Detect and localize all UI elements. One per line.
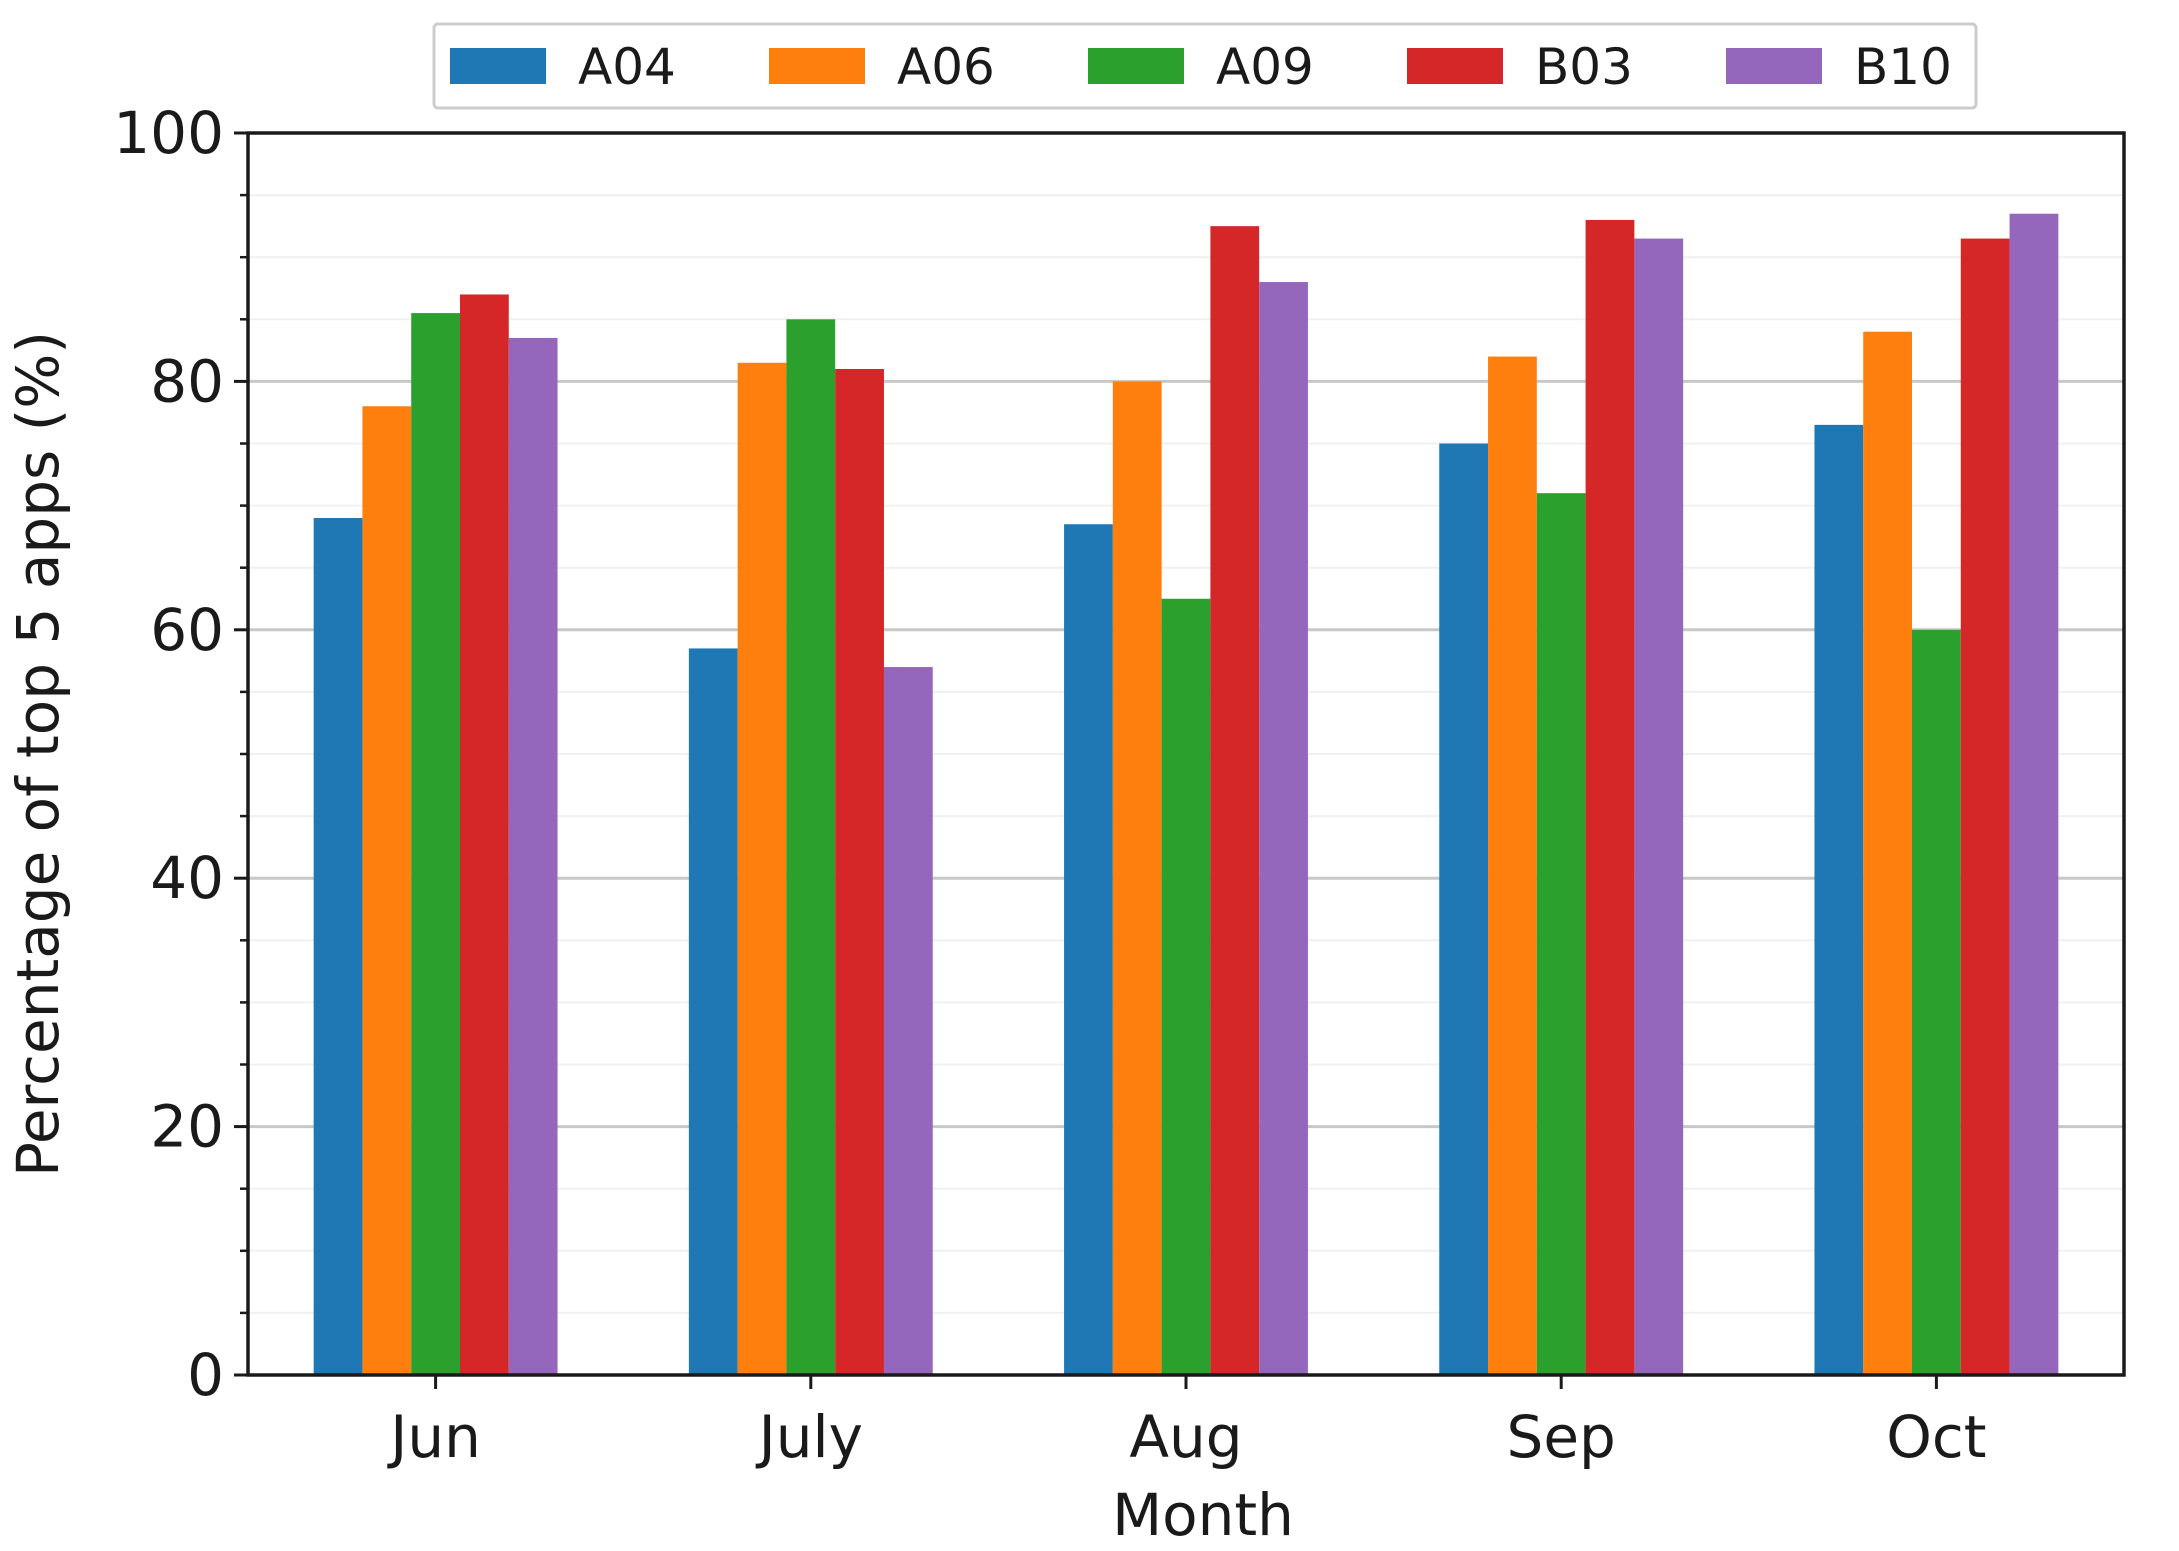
bar-b10-jun <box>508 337 558 1376</box>
legend-label-b03: B03 <box>1535 38 1633 96</box>
y-axis: 0 20 40 60 80 100 <box>113 99 248 1409</box>
bar-a06-aug <box>1112 381 1162 1375</box>
x-tick-label: Oct <box>1886 1403 1986 1471</box>
bar-b03-oct <box>1960 238 2010 1375</box>
bar-a06-jun <box>362 406 412 1375</box>
legend-swatch-b03 <box>1407 48 1503 84</box>
y-tick-label: 60 <box>150 596 224 664</box>
x-tick-label: Jun <box>387 1403 481 1471</box>
bar-a04-sep <box>1439 443 1489 1375</box>
bar-b03-july <box>835 368 884 1376</box>
y-axis-title: Percentage of top 5 apps (%) <box>4 331 72 1177</box>
legend-label-a06: A06 <box>897 38 995 96</box>
legend-swatch-a04 <box>450 48 546 84</box>
legend-box <box>432 22 1978 110</box>
bar-a04-july <box>688 648 738 1375</box>
x-axis: Jun July Aug Sep Oct <box>387 1375 1987 1471</box>
y-tick-label: 0 <box>187 1341 224 1409</box>
legend-swatch-a09 <box>1088 48 1184 84</box>
bar-b10-aug <box>1259 282 1308 1375</box>
bar-a04-jun <box>313 518 363 1375</box>
legend-swatch-a06 <box>769 48 865 84</box>
legend-label-a09: A09 <box>1216 38 1314 96</box>
bar-b03-aug <box>1210 226 1260 1375</box>
bar-b10-sep <box>1634 238 1684 1375</box>
y-tick-label: 40 <box>150 844 224 912</box>
grid <box>248 194 2124 1314</box>
x-axis-title: Month <box>1112 1481 1294 1549</box>
bar-a06-july <box>737 362 787 1375</box>
bar-a09-july <box>786 319 836 1375</box>
legend-label-b10: B10 <box>1854 38 1952 96</box>
bar-a04-aug <box>1064 524 1113 1375</box>
bar-a04-oct <box>1814 424 1864 1375</box>
y-tick-label: 20 <box>150 1093 224 1161</box>
x-tick-label: Aug <box>1129 1403 1242 1471</box>
x-tick-label: Sep <box>1507 1403 1616 1471</box>
bar-b03-jun <box>459 294 509 1376</box>
bar-a09-jun <box>411 313 460 1376</box>
bar-a09-sep <box>1536 493 1586 1375</box>
legend-label-a04: A04 <box>578 38 676 96</box>
bar-b03-sep <box>1585 219 1635 1376</box>
bars <box>313 213 2059 1376</box>
bar-a06-sep <box>1488 356 1537 1375</box>
bar-a09-oct <box>1912 629 1961 1375</box>
legend: A04 A06 A09 B03 B10 <box>432 22 1978 110</box>
y-tick-label: 80 <box>150 347 224 415</box>
bar-b10-oct <box>2009 213 2059 1376</box>
bar-b10-july <box>883 667 933 1375</box>
y-tick-label: 100 <box>113 99 224 167</box>
bar-a09-aug <box>1161 598 1211 1375</box>
bar-a06-oct <box>1863 331 1913 1376</box>
x-tick-label: July <box>756 1403 863 1471</box>
legend-swatch-b10 <box>1726 48 1822 84</box>
